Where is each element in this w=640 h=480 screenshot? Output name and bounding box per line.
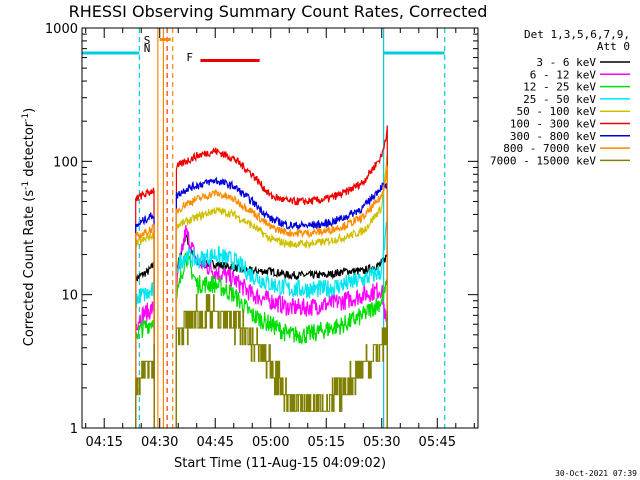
series-line-5	[135, 232, 155, 428]
legend-entry-label: 7000 - 15000 keV	[490, 154, 596, 167]
x-tick-label: 04:15	[85, 435, 122, 450]
legend-entry-label: 50 - 100 keV	[517, 105, 597, 118]
y-axis-label-end: )	[22, 108, 37, 113]
x-axis-label: Start Time (11-Aug-15 04:09:02)	[174, 456, 386, 471]
legend-entry-label: 25 - 50 keV	[523, 93, 596, 106]
legend-entry-label: 6 - 12 keV	[530, 68, 597, 81]
plot-frame	[81, 27, 479, 429]
legend-entry-label: 3 - 6 keV	[536, 56, 596, 69]
series-line-4	[135, 280, 155, 428]
y-axis-label-mid: detector	[22, 121, 37, 181]
y-axis-label-sup1: -1	[21, 181, 31, 190]
chart-title: RHESSI Observing Summary Count Rates, Co…	[69, 2, 488, 21]
series-line-3	[135, 319, 155, 428]
series-line-2	[175, 225, 388, 428]
legend-entry-label: 800 - 7000 keV	[503, 142, 596, 155]
series-line-8	[135, 222, 155, 428]
series-line-1	[135, 262, 155, 428]
x-tick-label: 05:45	[419, 435, 456, 450]
saa-label: S	[144, 34, 151, 47]
legend-attenuator: Att 0	[597, 40, 630, 53]
x-tick-label: 04:30	[141, 435, 178, 450]
y-tick-label: 10	[61, 289, 78, 304]
series-line-5	[175, 152, 388, 428]
footer-timestamp: 30-Oct-2021 07:39	[555, 469, 637, 478]
night-label: N	[144, 42, 151, 55]
legend-entry-label: 100 - 300 keV	[510, 118, 596, 131]
series-line-7	[175, 176, 388, 428]
y-axis-label-sup2: -1	[21, 113, 31, 122]
x-tick-label: 05:30	[363, 435, 400, 450]
series-line-7	[135, 212, 155, 428]
legend-entry-label: 12 - 25 keV	[523, 81, 596, 94]
series-line-9	[135, 344, 155, 428]
series-line-9	[175, 294, 388, 428]
axes: 1 10 100 1000 04:15 04:30 04:45 05:00 05:15 05:30…	[45, 22, 479, 450]
series-line-6	[135, 187, 155, 428]
plot-area: SN F	[82, 28, 446, 428]
x-tick-label: 04:45	[196, 435, 233, 450]
y-axis-label-main: Corrected Count Rate (s	[22, 190, 37, 347]
x-tick-label: 05:00	[252, 435, 289, 450]
y-tick-label: 1	[70, 422, 78, 437]
y-axis-label: Corrected Count Rate (s-1 detector-1)	[21, 108, 37, 346]
series-line-3	[175, 252, 388, 428]
flare-label: F	[186, 51, 193, 64]
x-tick-label: 05:15	[308, 435, 345, 450]
y-tick-label: 1000	[45, 22, 78, 37]
series-line-4	[175, 214, 388, 428]
legend-entry-label: 300 - 800 keV	[510, 130, 596, 143]
legend-header: Det 1,3,5,6,7,9,	[524, 28, 630, 41]
series-line-8	[175, 165, 388, 428]
series-line-6	[175, 125, 388, 428]
series-line-2	[135, 301, 155, 428]
plot-clip-group	[82, 28, 446, 428]
y-tick-label: 100	[53, 155, 78, 170]
